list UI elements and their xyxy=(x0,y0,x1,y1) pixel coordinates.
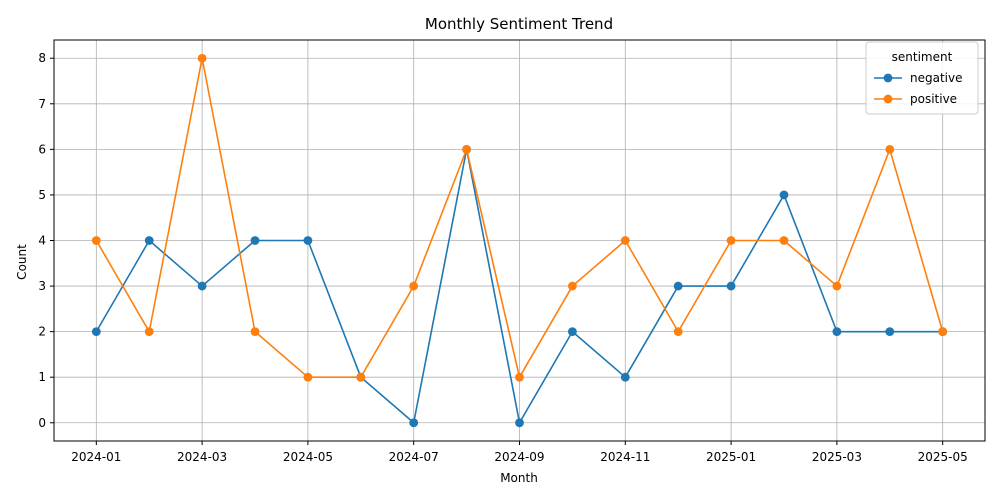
y-tick-label: 4 xyxy=(38,234,46,248)
y-tick-label: 1 xyxy=(38,370,46,384)
data-point-negative xyxy=(515,418,524,428)
data-point-positive xyxy=(197,53,207,63)
legend-label-positive: positive xyxy=(910,92,957,106)
chart-title: Monthly Sentiment Trend xyxy=(425,15,613,33)
data-point-positive xyxy=(409,281,419,291)
data-point-negative xyxy=(303,236,313,245)
data-point-negative xyxy=(832,327,842,337)
data-point-negative xyxy=(673,281,683,291)
y-tick-label: 5 xyxy=(38,188,46,202)
x-tick-label: 2025-03 xyxy=(812,450,862,464)
data-point-negative xyxy=(250,236,260,245)
y-tick-label: 7 xyxy=(38,97,46,111)
data-point-positive xyxy=(620,236,630,245)
x-axis-label: Month xyxy=(500,471,538,485)
data-point-positive xyxy=(726,236,736,245)
y-tick-label: 3 xyxy=(38,279,46,293)
data-point-positive xyxy=(250,327,260,337)
data-point-negative xyxy=(726,281,736,291)
series-layer xyxy=(91,53,948,428)
data-point-negative xyxy=(144,236,154,245)
legend-marker-positive xyxy=(883,94,893,104)
data-point-negative xyxy=(620,372,630,382)
y-tick-label: 2 xyxy=(38,325,46,339)
x-tick-label: 2024-09 xyxy=(494,450,544,464)
data-point-positive xyxy=(673,327,683,337)
data-point-positive xyxy=(303,372,313,382)
x-tick-label: 2025-05 xyxy=(918,450,968,464)
data-point-negative xyxy=(885,327,895,337)
series-positive xyxy=(91,53,948,382)
x-tick-label: 2024-11 xyxy=(600,450,650,464)
legend-label-negative: negative xyxy=(910,71,962,85)
data-point-negative xyxy=(567,327,577,337)
legend-title: sentiment xyxy=(892,50,953,64)
data-point-negative xyxy=(197,281,207,291)
legend: sentiment negative positive xyxy=(865,41,979,115)
x-tick-label: 2024-01 xyxy=(71,450,121,464)
axes: 0 1 2 3 4 5 6 7 8 2024-01 2024-03 2024-05 2024-07 202… xyxy=(38,39,986,464)
data-point-positive xyxy=(567,281,577,291)
plot-frame xyxy=(53,39,986,442)
x-tick-label: 2024-07 xyxy=(389,450,439,464)
legend-frame xyxy=(865,41,979,115)
data-point-positive xyxy=(779,236,789,245)
data-point-positive xyxy=(515,372,524,382)
y-tick-label: 6 xyxy=(38,142,46,156)
x-tick-label: 2024-03 xyxy=(177,450,227,464)
data-point-positive xyxy=(938,327,948,337)
data-point-positive xyxy=(356,372,366,382)
y-tick-label: 8 xyxy=(38,51,46,65)
x-tick-label: 2025-01 xyxy=(706,450,756,464)
data-point-positive xyxy=(462,144,472,154)
data-point-positive xyxy=(832,281,842,291)
data-point-negative xyxy=(91,327,101,337)
legend-marker-negative xyxy=(883,73,893,83)
data-point-negative xyxy=(409,418,419,428)
y-axis-label: Count xyxy=(15,244,29,280)
data-point-positive xyxy=(885,144,895,154)
y-tick-label: 0 xyxy=(38,416,46,430)
data-point-negative xyxy=(779,190,789,200)
x-tick-label: 2024-05 xyxy=(283,450,333,464)
data-point-positive xyxy=(91,236,101,245)
data-point-positive xyxy=(144,327,154,337)
